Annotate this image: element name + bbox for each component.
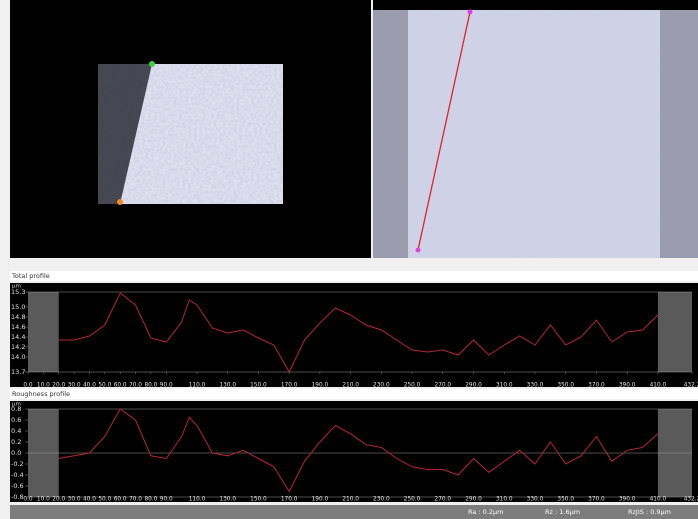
x-tick-label: 432.2 — [684, 383, 698, 389]
x-tick-label: 350.0 — [557, 383, 574, 389]
x-tick-label: 350.0 — [557, 497, 574, 503]
x-tick-label: 310.0 — [496, 497, 513, 503]
y-tick-label: -0.4 — [11, 471, 24, 479]
x-tick-label: 50.0 — [98, 383, 111, 389]
x-tick-label: 410.0 — [650, 383, 667, 389]
x-tick-label: 150.0 — [250, 497, 267, 503]
y-tick-label: 0.2 — [11, 438, 21, 446]
x-tick-label: 230.0 — [373, 497, 390, 503]
y-tick-label: -0.2 — [11, 460, 24, 468]
y-tick-label: 14.4 — [11, 333, 25, 341]
x-tick-label: 250.0 — [404, 383, 421, 389]
x-tick-label: 170.0 — [281, 383, 298, 389]
plot-area — [10, 401, 698, 502]
zoom-shadow-left — [373, 10, 408, 258]
profile-header — [10, 389, 698, 399]
profile-header — [10, 271, 698, 281]
measure-end[interactable] — [416, 248, 421, 253]
x-tick-label: 170.0 — [281, 497, 298, 503]
x-tick-label: 410.0 — [650, 497, 667, 503]
x-tick-label: 20.0 — [52, 497, 65, 503]
x-tick-label: 390.0 — [619, 497, 636, 503]
y-tick-label: 14.6 — [11, 323, 25, 331]
x-tick-label: 190.0 — [312, 383, 329, 389]
x-tick-label: 310.0 — [496, 383, 513, 389]
profile-title: Total profile — [11, 272, 50, 280]
x-tick-label: 110.0 — [189, 383, 206, 389]
y-tick-label: 15.0 — [11, 303, 25, 311]
start-marker[interactable] — [149, 61, 155, 67]
y-tick-label: 14.0 — [11, 353, 25, 361]
profile-title: Roughness profile — [12, 390, 70, 398]
x-tick-label: 110.0 — [189, 497, 206, 503]
x-tick-label: 270.0 — [435, 383, 452, 389]
x-tick-label: 60.0 — [114, 497, 127, 503]
x-tick-label: 80.0 — [144, 383, 157, 389]
plot-area — [10, 283, 698, 387]
y-tick-label: -0.8 — [11, 493, 24, 501]
x-tick-label: 10.0 — [37, 497, 50, 503]
x-tick-label: 70.0 — [129, 497, 142, 503]
x-tick-label: 210.0 — [342, 383, 359, 389]
x-tick-label: 150.0 — [250, 383, 267, 389]
excluded-range — [28, 292, 59, 372]
end-marker[interactable] — [117, 199, 123, 205]
y-tick-label: 14.2 — [11, 343, 25, 351]
y-tick-label: -0.6 — [11, 482, 24, 490]
ra-value: Ra : 0.2µm — [468, 508, 503, 516]
x-tick-label: 290.0 — [465, 497, 482, 503]
y-tick-label: 0.6 — [11, 416, 21, 424]
y-tick-label: 0.8 — [11, 405, 21, 413]
x-tick-label: 210.0 — [342, 497, 359, 503]
x-tick-label: 40.0 — [83, 497, 96, 503]
excluded-range — [658, 292, 692, 372]
x-tick-label: 30.0 — [68, 383, 81, 389]
x-tick-label: 40.0 — [83, 383, 96, 389]
rzjis-value: RzJIS : 0.9µm — [628, 508, 671, 516]
x-tick-label: 0.0 — [23, 383, 33, 389]
x-tick-label: 80.0 — [144, 497, 157, 503]
x-tick-label: 290.0 — [465, 383, 482, 389]
x-tick-label: 50.0 — [98, 497, 111, 503]
x-tick-label: 230.0 — [373, 383, 390, 389]
y-tick-label: 13.7 — [11, 368, 25, 376]
y-tick-label: 0.0 — [11, 449, 21, 457]
zoom-shadow-right — [660, 10, 698, 258]
x-tick-label: 330.0 — [527, 497, 544, 503]
x-tick-label: 90.0 — [160, 497, 173, 503]
screen: Ra : 0.2µm Rz : 1.6µm RzJIS : 0.9µm Tota… — [0, 0, 698, 519]
rz-value: Rz : 1.6µm — [545, 508, 580, 516]
x-tick-label: 70.0 — [129, 383, 142, 389]
x-tick-label: 270.0 — [435, 497, 452, 503]
x-tick-label: 60.0 — [114, 383, 127, 389]
x-tick-label: 370.0 — [588, 497, 605, 503]
y-tick-label: 14.8 — [11, 313, 25, 321]
x-tick-label: 10.0 — [37, 383, 50, 389]
x-tick-label: 130.0 — [219, 383, 236, 389]
zoom-image-texture — [373, 10, 698, 258]
x-tick-label: 432.2 — [684, 497, 698, 503]
measure-start[interactable] — [468, 10, 473, 15]
x-tick-label: 90.0 — [160, 383, 173, 389]
x-tick-label: 30.0 — [68, 497, 81, 503]
overview-image — [98, 64, 283, 204]
x-tick-label: 370.0 — [588, 383, 605, 389]
y-tick-label: 15.3 — [11, 288, 25, 296]
status-bar — [10, 505, 698, 519]
x-tick-label: 130.0 — [219, 497, 236, 503]
x-tick-label: 190.0 — [312, 497, 329, 503]
x-tick-label: 20.0 — [52, 383, 65, 389]
x-tick-label: 390.0 — [619, 383, 636, 389]
x-tick-label: 0.0 — [23, 497, 33, 503]
x-tick-label: 330.0 — [527, 383, 544, 389]
x-tick-label: 250.0 — [404, 497, 421, 503]
y-tick-label: 0.4 — [11, 427, 21, 435]
